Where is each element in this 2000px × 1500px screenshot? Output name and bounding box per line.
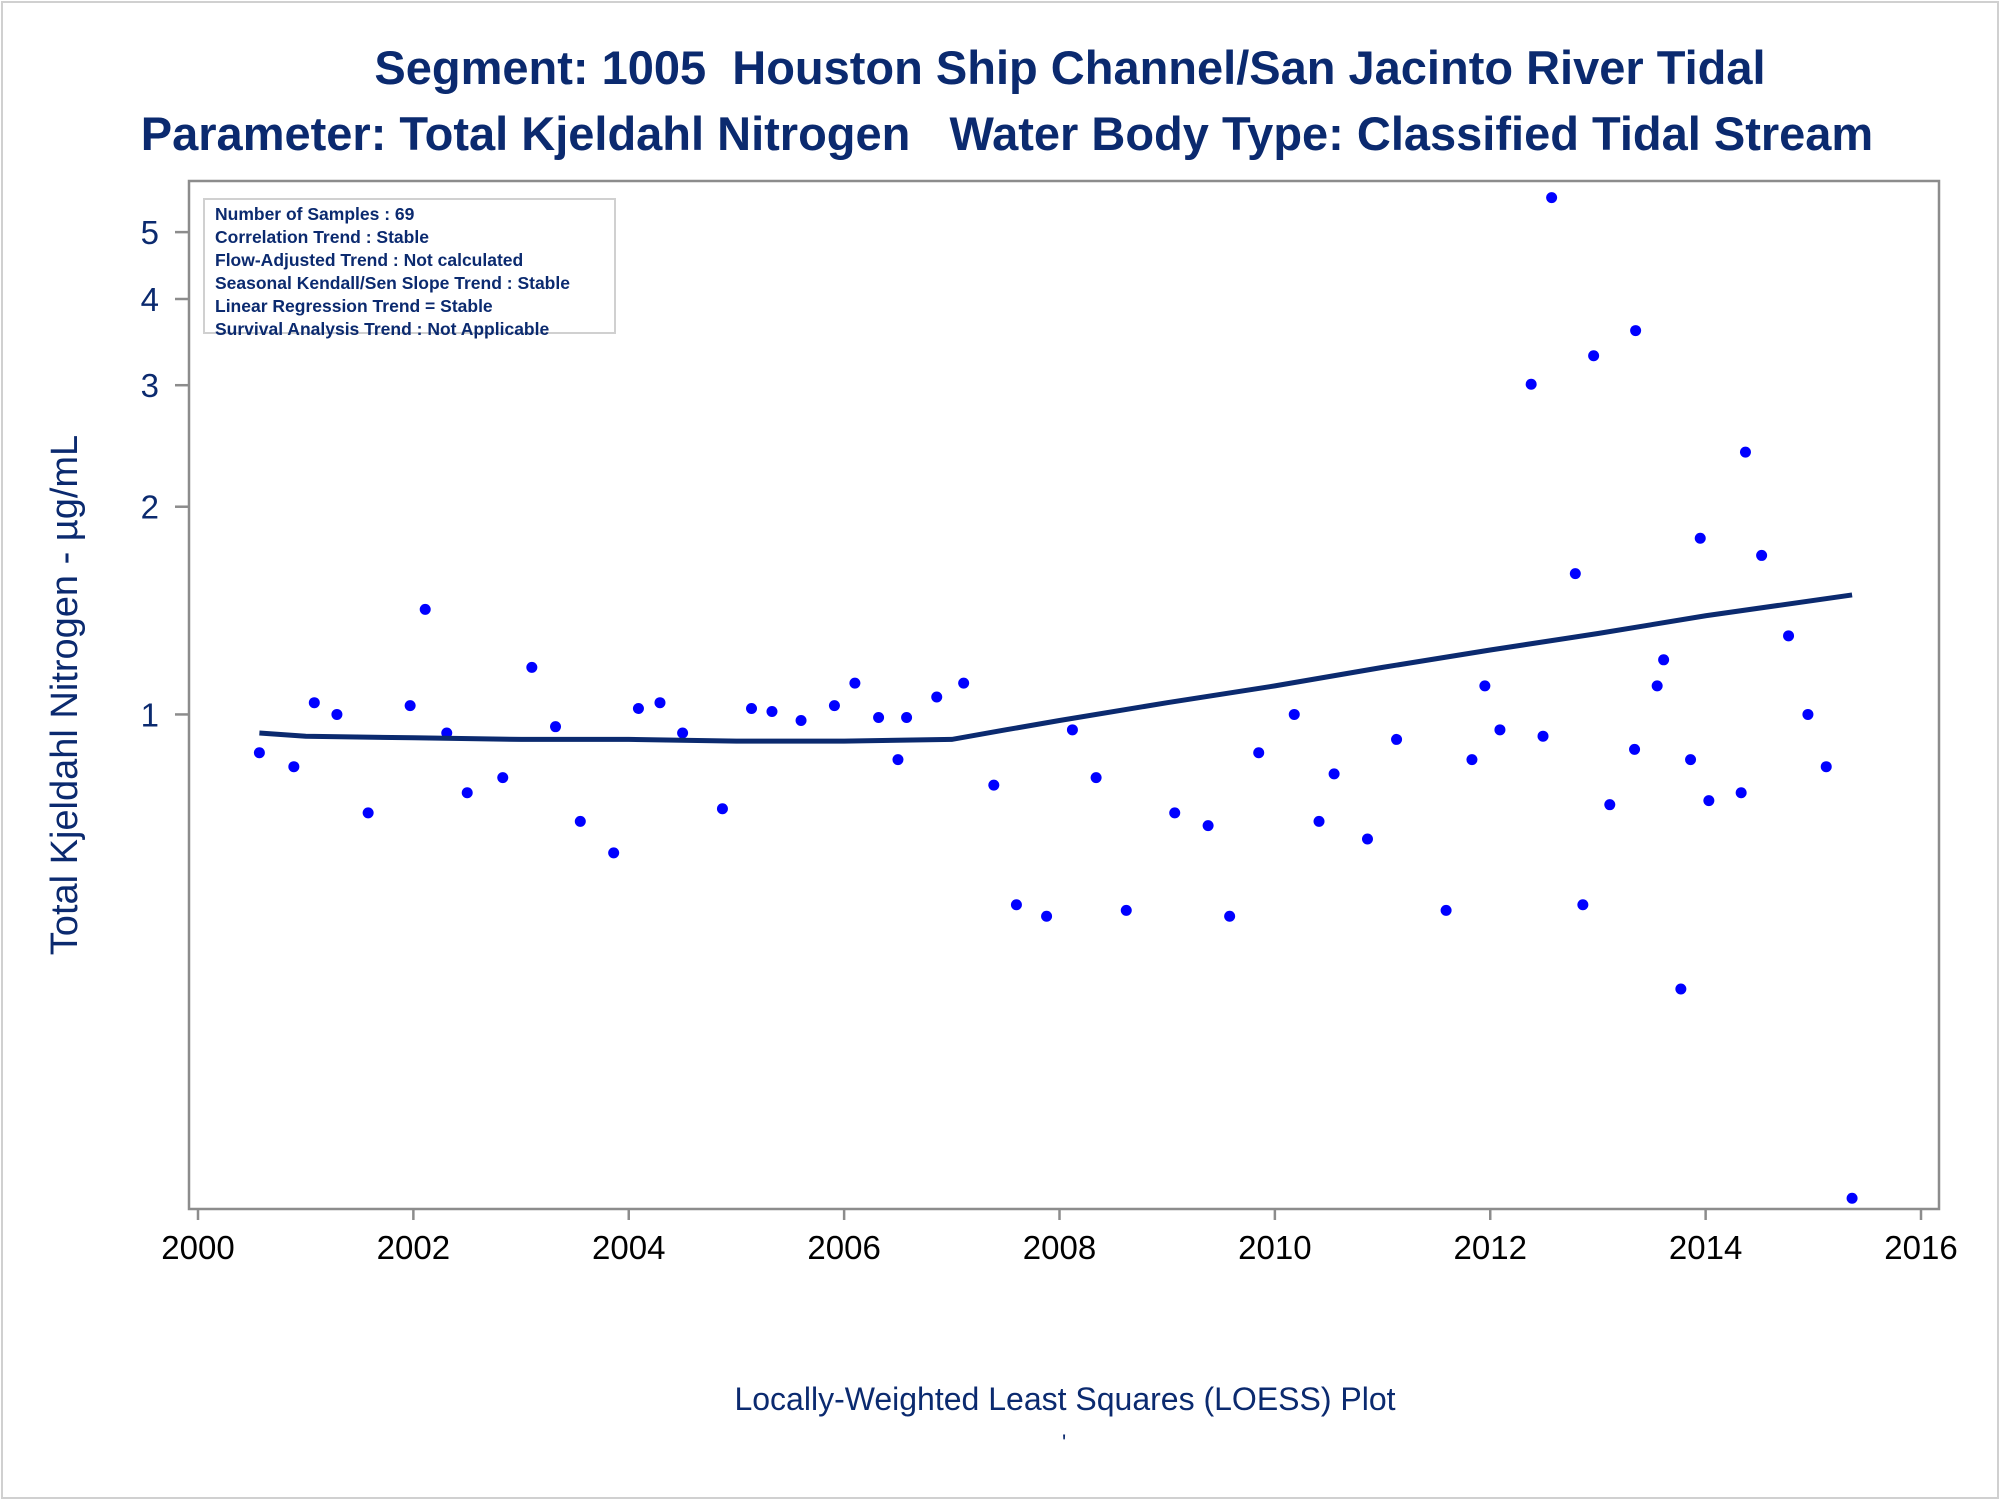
data-point [849,677,861,689]
data-point [441,727,453,739]
data-point [419,603,431,615]
summary-line: Correlation Trend : Stable [215,227,429,247]
summary-line: Number of Samples : 69 [215,204,415,224]
data-point [1494,724,1506,736]
y-axis-label: Total Kjeldahl Nitrogen - µg/mL [44,435,86,955]
x-tick-label: 2008 [1023,1229,1096,1266]
data-point [931,691,943,703]
data-point [1629,743,1641,755]
loess-curve [259,592,1853,744]
data-point [1041,910,1053,922]
data-point [766,705,778,717]
data-point [1846,1192,1858,1204]
data-point [1703,795,1715,807]
y-tick-label: 5 [141,214,159,251]
data-point [461,787,473,799]
data-point [1630,325,1642,337]
data-point [331,708,343,720]
summary-line: Seasonal Kendall/Sen Slope Trend : Stabl… [215,273,570,293]
x-tick-label: 2012 [1454,1229,1527,1266]
data-point [677,727,689,739]
x-tick-label: 2014 [1669,1229,1742,1266]
x-tick-label: 2000 [161,1229,234,1266]
data-point [574,815,586,827]
data-point [1466,754,1478,766]
data-point [1577,899,1589,911]
x-tick-label: 2006 [807,1229,880,1266]
data-point [1328,768,1340,780]
data-point [1735,787,1747,799]
data-point [288,761,300,773]
y-tick-label: 2 [141,489,159,526]
data-point [1783,630,1795,642]
data-point [1685,754,1697,766]
data-point [1604,799,1616,811]
data-point [1090,772,1102,784]
data-point [308,697,320,709]
data-point [1739,446,1751,458]
chart-caption: Locally-Weighted Least Squares (LOESS) P… [734,1381,1396,1417]
data-point [1479,680,1491,692]
data-point [1010,899,1022,911]
x-tick-label: 2002 [377,1229,450,1266]
x-tick-label: 2016 [1884,1229,1957,1266]
data-point [1588,350,1600,362]
data-point [1694,532,1706,544]
data-point [632,703,644,715]
data-point [1675,983,1687,995]
data-point [1169,807,1181,819]
data-point [1569,568,1581,580]
y-tick-label: 1 [141,696,159,733]
data-point [608,847,620,859]
data-point [1802,708,1814,720]
data-point [404,700,416,712]
data-point [526,661,538,673]
data-point [958,677,970,689]
data-point [1525,378,1537,390]
trend-summary-box: Number of Samples : 69 Correlation Trend… [203,198,616,339]
data-point [901,711,913,723]
data-point [828,700,840,712]
data-point [1651,680,1663,692]
footnote-mark: ' [1062,1430,1067,1455]
chart-title: Segment: 1005 Houston Ship Channel/San J… [374,41,1766,94]
data-point [1440,904,1452,916]
summary-line: Linear Regression Trend = Stable [215,296,493,316]
data-point [1066,724,1078,736]
data-point [892,754,904,766]
data-point [1120,904,1132,916]
data-point [1391,733,1403,745]
chart-subtitle: Parameter: Total Kjeldahl Nitrogen Water… [140,107,1874,160]
data-point [1756,549,1768,561]
data-point [795,714,807,726]
data-point [1253,747,1265,759]
data-point [988,779,1000,791]
data-point [1288,708,1300,720]
data-point [1313,815,1325,827]
data-point [873,711,885,723]
plot-border [187,179,1941,1211]
x-tick-label: 2010 [1238,1229,1311,1266]
y-tick-label: 3 [141,367,159,404]
summary-line: Survival Analysis Trend : Not Applicable [215,319,550,339]
data-point [253,747,265,759]
data-point [550,721,562,733]
x-tick-label: 2004 [592,1229,665,1266]
data-point [1202,820,1214,832]
summary-line: Flow-Adjusted Trend : Not calculated [215,250,524,270]
data-point [716,803,728,815]
data-point [1820,761,1832,773]
data-point [1537,730,1549,742]
data-point [746,703,758,715]
data-point [497,772,509,784]
data-point [1546,192,1558,204]
data-point [1224,910,1236,922]
y-tick-label: 4 [141,281,159,318]
data-point [1658,654,1670,666]
data-point [654,697,666,709]
data-point [362,807,374,819]
data-point [1361,833,1373,845]
